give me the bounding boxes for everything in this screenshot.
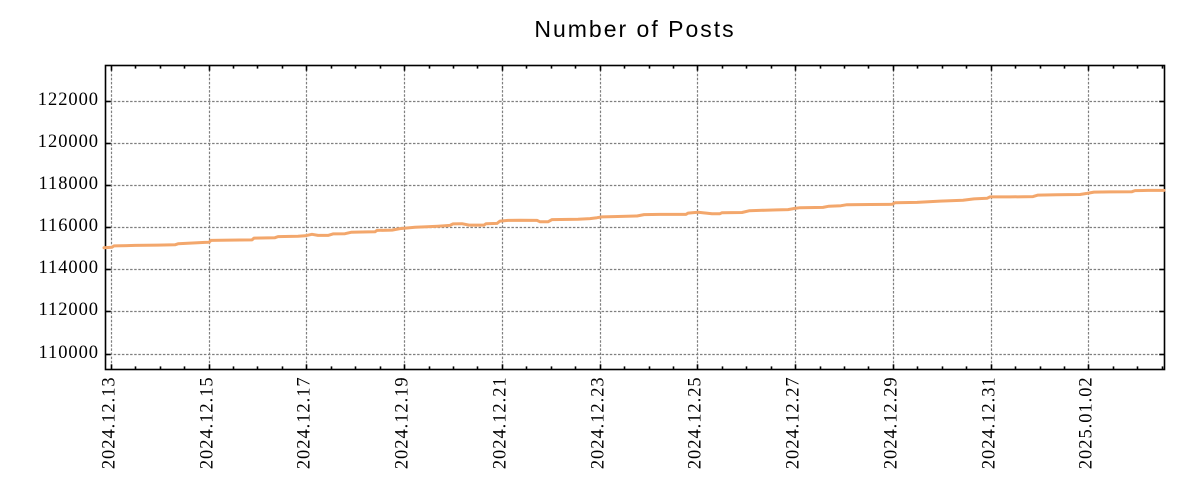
svg-text:Number of Posts: Number of Posts xyxy=(534,16,735,42)
svg-text:120000: 120000 xyxy=(38,132,99,152)
svg-text:2024.12.15: 2024.12.15 xyxy=(198,376,218,469)
svg-text:2024.12.29: 2024.12.29 xyxy=(882,376,902,469)
svg-text:110000: 110000 xyxy=(38,343,99,363)
svg-text:116000: 116000 xyxy=(38,216,99,236)
svg-text:112000: 112000 xyxy=(38,300,99,320)
svg-text:122000: 122000 xyxy=(38,90,99,110)
svg-text:2024.12.31: 2024.12.31 xyxy=(980,376,1000,469)
svg-text:2024.12.17: 2024.12.17 xyxy=(295,376,315,469)
svg-text:114000: 114000 xyxy=(38,258,99,278)
svg-text:2024.12.27: 2024.12.27 xyxy=(784,376,804,469)
svg-text:2024.12.19: 2024.12.19 xyxy=(393,376,413,469)
svg-text:2024.12.21: 2024.12.21 xyxy=(491,376,511,469)
svg-text:2025.01.02: 2025.01.02 xyxy=(1077,376,1097,469)
svg-text:2024.12.25: 2024.12.25 xyxy=(686,376,706,469)
svg-text:2024.12.23: 2024.12.23 xyxy=(589,376,609,469)
svg-text:118000: 118000 xyxy=(38,174,99,194)
svg-text:2024.12.13: 2024.12.13 xyxy=(100,376,120,469)
